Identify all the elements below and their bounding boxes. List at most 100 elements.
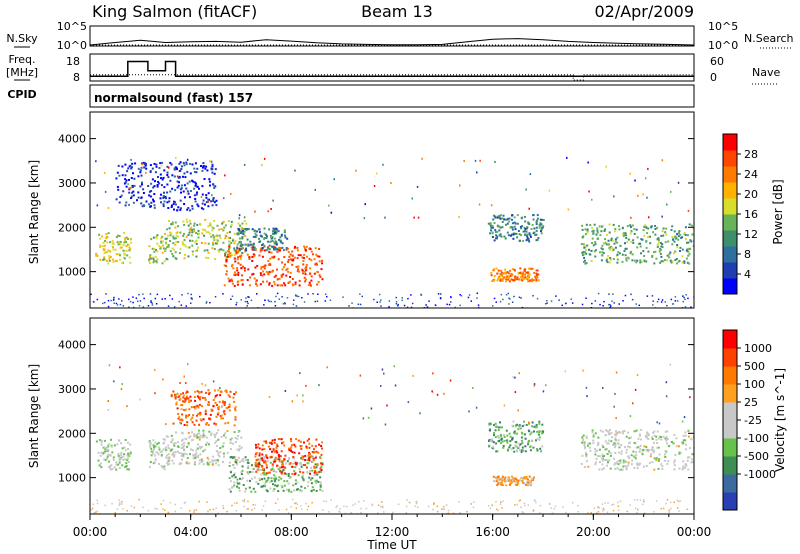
- range-cell: [495, 237, 497, 240]
- range-cell: [309, 248, 312, 251]
- range-cell: [621, 226, 624, 229]
- range-cell: [675, 236, 678, 239]
- range-cell: [671, 236, 674, 238]
- range-cell: [170, 206, 173, 208]
- range-cell: [162, 448, 165, 451]
- range-cell: [119, 303, 122, 306]
- range-cell: [162, 196, 165, 199]
- range-cell: [449, 379, 452, 382]
- range-cell: [243, 230, 246, 233]
- range-cell: [118, 504, 120, 506]
- range-cell: [344, 512, 347, 514]
- range-cell: [193, 194, 196, 197]
- range-cell: [149, 255, 151, 258]
- range-cell: [458, 501, 460, 503]
- range-cell: [197, 396, 200, 399]
- range-cell: [154, 171, 157, 174]
- range-cell: [143, 205, 146, 207]
- range-cell: [657, 242, 660, 245]
- range-cell: [508, 303, 510, 305]
- range-cell: [526, 478, 529, 481]
- range-cell: [527, 443, 530, 446]
- range-cell: [213, 389, 216, 392]
- range-cell: [657, 298, 660, 301]
- range-cell: [470, 503, 472, 505]
- range-cell: [293, 451, 296, 454]
- range-cell: [499, 503, 502, 505]
- range-cell: [138, 305, 141, 307]
- range-cell: [267, 210, 269, 213]
- range-cell: [225, 259, 228, 262]
- range-cell: [284, 284, 287, 287]
- range-cell: [237, 434, 240, 437]
- range-cell: [586, 395, 588, 398]
- range-cell: [665, 395, 668, 398]
- range-cell: [499, 426, 502, 429]
- range-cell: [199, 434, 202, 437]
- range-cell: [513, 277, 516, 280]
- range-cell: [528, 422, 531, 425]
- range-cell: [255, 446, 258, 449]
- range-cell: [145, 171, 147, 174]
- range-cell: [522, 230, 525, 233]
- range-cell: [165, 456, 168, 459]
- range-cell: [581, 236, 584, 239]
- range-cell: [267, 263, 270, 266]
- range-cell: [254, 443, 257, 446]
- range-cell: [158, 463, 161, 465]
- range-cell: [196, 447, 199, 450]
- range-cell: [143, 166, 146, 169]
- range-cell: [651, 461, 654, 464]
- range-cell: [220, 228, 223, 230]
- range-cell: [258, 452, 261, 455]
- range-cell: [524, 276, 527, 279]
- range-cell: [193, 181, 196, 184]
- range-cell: [199, 398, 201, 401]
- range-cell: [282, 249, 285, 252]
- range-cell: [294, 462, 297, 465]
- range-cell: [600, 259, 603, 262]
- range-cell: [511, 274, 514, 277]
- range-cell: [148, 203, 150, 206]
- range-cell: [622, 233, 625, 236]
- range-cell: [224, 237, 227, 240]
- range-cell: [265, 237, 268, 240]
- range-cell: [687, 241, 690, 244]
- range-cell: [684, 467, 686, 469]
- range-cell: [99, 258, 102, 261]
- range-cell: [281, 466, 284, 469]
- range-cell: [109, 256, 112, 258]
- range-cell: [269, 263, 272, 266]
- range-cell: [244, 490, 247, 493]
- range-cell: [142, 506, 144, 509]
- range-cell: [592, 433, 595, 436]
- range-cell: [149, 170, 152, 173]
- range-cell: [157, 180, 160, 183]
- range-cell: [203, 435, 206, 437]
- range-cell: [539, 447, 542, 450]
- range-cell: [685, 294, 687, 296]
- range-cell: [529, 433, 532, 436]
- range-cell: [524, 437, 527, 440]
- range-cell: [143, 297, 145, 300]
- range-cell: [656, 238, 659, 241]
- range-cell: [262, 270, 265, 273]
- range-cell: [126, 170, 129, 173]
- range-cell: [614, 437, 617, 440]
- range-cell: [300, 445, 303, 447]
- range-cell: [390, 182, 392, 185]
- range-cell: [520, 439, 523, 442]
- range-cell: [274, 484, 277, 487]
- range-cell: [133, 177, 136, 180]
- range-cell: [358, 501, 360, 503]
- range-cell: [96, 204, 99, 207]
- range-cell: [255, 283, 258, 286]
- range-cell: [288, 449, 291, 452]
- range-cell: [610, 237, 613, 240]
- range-cell: [268, 396, 271, 398]
- range-cell: [204, 413, 207, 415]
- range-cell: [535, 221, 538, 223]
- range-cell: [149, 461, 152, 463]
- range-cell: [643, 255, 646, 257]
- range-cell: [101, 245, 104, 248]
